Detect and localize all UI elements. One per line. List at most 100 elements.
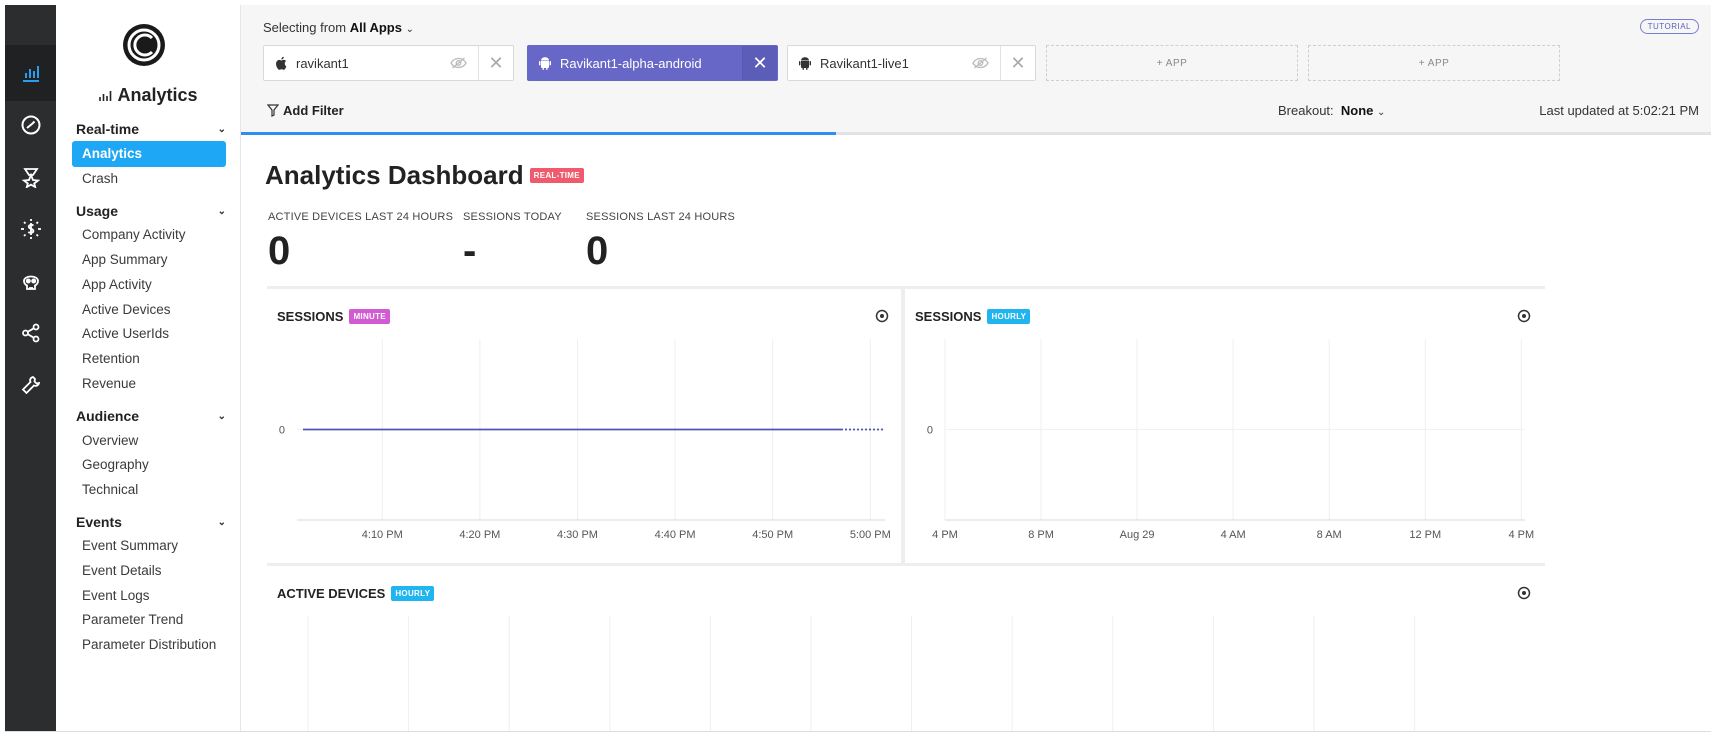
nav-section-realtime[interactable]: Real-time ⌄ bbox=[76, 121, 226, 137]
remove-app-button[interactable]: ✕ bbox=[1000, 46, 1035, 80]
brand-label: Analytics bbox=[117, 85, 198, 105]
x-tick-label: 4:20 PM bbox=[459, 529, 500, 541]
nav-item-geography[interactable]: Geography bbox=[82, 457, 149, 472]
y-tick-label: 0 bbox=[927, 425, 933, 437]
tutorial-button[interactable]: TUTORIAL bbox=[1639, 19, 1699, 34]
settings-icon[interactable] bbox=[1517, 586, 1531, 600]
badge-icon bbox=[21, 168, 40, 188]
nav-section-label: Audience bbox=[76, 408, 140, 424]
app-logo-icon bbox=[123, 24, 165, 66]
nav-item-analytics[interactable]: Analytics bbox=[72, 141, 226, 167]
remove-app-button[interactable]: ✕ bbox=[478, 46, 513, 80]
nav-item-app-summary[interactable]: App Summary bbox=[82, 252, 168, 267]
hourly-badge: HOURLY bbox=[391, 586, 435, 601]
app-chip-label: ravikant1 bbox=[296, 55, 349, 71]
rail-analytics[interactable] bbox=[5, 45, 56, 101]
breakout-selector[interactable]: Breakout: None ⌄ bbox=[1278, 103, 1385, 118]
stat-value: 0 bbox=[586, 229, 609, 273]
nav-item-event-summary[interactable]: Event Summary bbox=[82, 538, 179, 553]
card-separator bbox=[901, 289, 905, 565]
x-tick-label: Aug 29 bbox=[1120, 529, 1155, 541]
nav-section-label: Usage bbox=[76, 203, 119, 219]
stat-value: - bbox=[463, 229, 477, 273]
app-chip-label: Ravikant1-live1 bbox=[820, 55, 909, 71]
rail-skull[interactable] bbox=[5, 253, 56, 309]
nav-section-events[interactable]: Events ⌄ bbox=[76, 514, 226, 530]
add-app-button[interactable]: + APP bbox=[1046, 45, 1298, 81]
app-scope-selector[interactable]: Selecting from All Apps ⌄ bbox=[263, 20, 414, 35]
nav-item-retention[interactable]: Retention bbox=[82, 351, 140, 366]
x-tick-label: 4 AM bbox=[1221, 529, 1246, 541]
card-title: SESSIONS HOURLY bbox=[915, 309, 1031, 324]
minute-badge: MINUTE bbox=[349, 309, 390, 324]
nav-item-parameter-trend[interactable]: Parameter Trend bbox=[82, 612, 184, 627]
breakout-value: None bbox=[1340, 103, 1374, 118]
filter-icon bbox=[267, 104, 279, 117]
app-selector-bar: Selecting from All Apps ⌄ TUTORIAL ravik… bbox=[241, 5, 1711, 135]
y-tick-label: 0 bbox=[279, 425, 285, 437]
stat-sessions-24h: SESSIONS LAST 24 HOURS 0 bbox=[586, 211, 735, 274]
close-icon: ✕ bbox=[488, 52, 504, 73]
nav-section-label: Events bbox=[76, 514, 122, 530]
nav-item-event-logs[interactable]: Event Logs bbox=[82, 588, 150, 603]
nav-item-active-devices[interactable]: Active Devices bbox=[82, 302, 171, 317]
nav-item-app-activity[interactable]: App Activity bbox=[82, 277, 152, 292]
nav-item-parameter-distribution[interactable]: Parameter Distribution bbox=[82, 637, 217, 652]
realtime-badge: REAL-TIME bbox=[529, 168, 584, 183]
eye-off-icon[interactable] bbox=[972, 57, 990, 69]
rail-badge[interactable] bbox=[5, 149, 56, 205]
nav-item-active-userids[interactable]: Active UserIds bbox=[82, 326, 170, 341]
sessions-minute-card: SESSIONS MINUTE 4:10 PM 4:20 PM 4:30 PM 4:40… bbox=[267, 289, 901, 563]
sessions-minute-chart: 4:10 PM 4:20 PM 4:30 PM 4:40 PM 4:50 PM 5:00 … bbox=[279, 339, 891, 541]
nav-section-audience[interactable]: Audience ⌄ bbox=[76, 408, 226, 424]
active-devices-chart bbox=[307, 616, 1416, 731]
page-title: Analytics Dashboard REAL-TIME bbox=[265, 160, 584, 191]
nav-item-revenue[interactable]: Revenue bbox=[82, 376, 137, 391]
app-chip-label: Ravikant1-alpha-android bbox=[560, 55, 702, 71]
android-icon bbox=[538, 56, 552, 70]
eye-off-icon[interactable] bbox=[450, 57, 468, 69]
section-divider bbox=[267, 286, 1545, 289]
sessions-hourly-card: SESSIONS HOURLY 4 PM 8 PM Aug 29 4 AM 8 AM 12 … bbox=[905, 289, 1545, 563]
remove-app-button[interactable]: ✕ bbox=[742, 46, 777, 80]
android-icon bbox=[798, 56, 812, 70]
last-updated: Last updated at 5:02:21 PM bbox=[1539, 103, 1699, 118]
chevron-down-icon: ⌄ bbox=[405, 24, 414, 35]
app-chip-ravikant1-live1[interactable]: Ravikant1-live1 ✕ bbox=[787, 45, 1036, 81]
x-tick-label: 4:30 PM bbox=[557, 529, 598, 541]
hourly-badge: HOURLY bbox=[987, 309, 1031, 324]
wrench-icon bbox=[21, 376, 40, 395]
brand-bars-icon bbox=[99, 91, 112, 101]
app-window: Analytics Real-time ⌄ Analytics Crash Usa… bbox=[5, 5, 1711, 732]
compass-icon bbox=[21, 115, 40, 135]
rail-wrench[interactable] bbox=[5, 357, 56, 413]
card-title: SESSIONS MINUTE bbox=[277, 309, 390, 324]
app-chip-ravikant1[interactable]: ravikant1 ✕ bbox=[263, 45, 514, 81]
nav-item-overview[interactable]: Overview bbox=[82, 433, 139, 448]
app-chip-ravikant1-alpha-android[interactable]: Ravikant1-alpha-android ✕ bbox=[527, 45, 778, 81]
rail-compass[interactable] bbox=[5, 97, 56, 153]
stat-label: SESSIONS TODAY bbox=[463, 211, 562, 223]
add-app-button[interactable]: + APP bbox=[1308, 45, 1560, 81]
nav-item-company-activity[interactable]: Company Activity bbox=[82, 227, 186, 242]
stat-label: SESSIONS LAST 24 HOURS bbox=[586, 211, 736, 223]
nav-item-event-details[interactable]: Event Details bbox=[82, 563, 162, 578]
share-icon bbox=[21, 323, 39, 343]
chevron-down-icon: ⌄ bbox=[1377, 107, 1386, 118]
x-tick-label: 8 PM bbox=[1028, 529, 1054, 541]
chevron-down-icon: ⌄ bbox=[217, 516, 226, 528]
refresh-progress-fill bbox=[241, 132, 837, 135]
settings-icon[interactable] bbox=[875, 309, 889, 323]
nav-item-technical[interactable]: Technical bbox=[82, 482, 139, 497]
x-tick-label: 4:40 PM bbox=[655, 529, 696, 541]
rail-sun-dollar[interactable] bbox=[5, 201, 56, 257]
card-title-text: SESSIONS bbox=[277, 309, 344, 324]
nav-item-crash[interactable]: Crash bbox=[82, 171, 119, 186]
nav-section-usage[interactable]: Usage ⌄ bbox=[76, 203, 226, 219]
stat-sessions-today: SESSIONS TODAY - bbox=[463, 211, 562, 274]
rail-share[interactable] bbox=[5, 305, 56, 361]
settings-icon[interactable] bbox=[1517, 309, 1531, 323]
active-devices-card: ACTIVE DEVICES HOURLY bbox=[267, 566, 1545, 731]
x-tick-label: 8 AM bbox=[1317, 529, 1342, 541]
add-filter-button[interactable]: Add Filter bbox=[267, 103, 344, 118]
